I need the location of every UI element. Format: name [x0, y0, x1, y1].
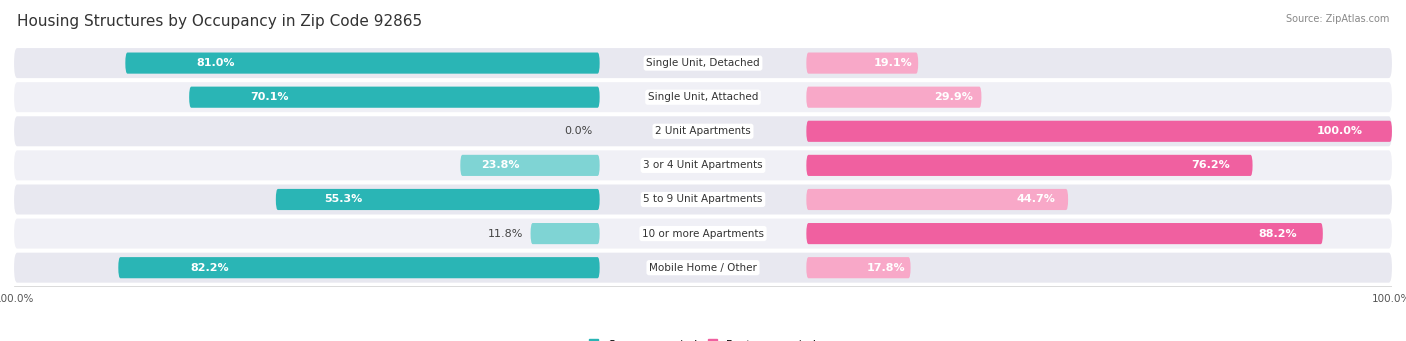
Text: 3 or 4 Unit Apartments: 3 or 4 Unit Apartments [643, 160, 763, 170]
Legend: Owner-occupied, Renter-occupied: Owner-occupied, Renter-occupied [585, 335, 821, 341]
Text: Housing Structures by Occupancy in Zip Code 92865: Housing Structures by Occupancy in Zip C… [17, 14, 422, 29]
Text: 44.7%: 44.7% [1017, 194, 1054, 205]
FancyBboxPatch shape [14, 253, 1392, 283]
FancyBboxPatch shape [460, 155, 599, 176]
FancyBboxPatch shape [807, 223, 1323, 244]
FancyBboxPatch shape [807, 87, 981, 108]
Text: 76.2%: 76.2% [1191, 160, 1230, 170]
Text: 29.9%: 29.9% [934, 92, 973, 102]
FancyBboxPatch shape [14, 82, 1392, 112]
Text: 19.1%: 19.1% [875, 58, 912, 68]
Text: 0.0%: 0.0% [565, 126, 593, 136]
FancyBboxPatch shape [807, 121, 1392, 142]
FancyBboxPatch shape [807, 189, 1069, 210]
FancyBboxPatch shape [14, 219, 1392, 249]
Text: 70.1%: 70.1% [250, 92, 290, 102]
Text: 17.8%: 17.8% [866, 263, 905, 273]
Text: 81.0%: 81.0% [197, 58, 235, 68]
FancyBboxPatch shape [190, 87, 599, 108]
Text: 23.8%: 23.8% [481, 160, 520, 170]
Text: Source: ZipAtlas.com: Source: ZipAtlas.com [1285, 14, 1389, 24]
FancyBboxPatch shape [807, 155, 1253, 176]
FancyBboxPatch shape [14, 184, 1392, 214]
Text: 2 Unit Apartments: 2 Unit Apartments [655, 126, 751, 136]
Text: 82.2%: 82.2% [190, 263, 229, 273]
Text: 100.0%: 100.0% [1316, 126, 1362, 136]
FancyBboxPatch shape [530, 223, 599, 244]
Text: Single Unit, Attached: Single Unit, Attached [648, 92, 758, 102]
FancyBboxPatch shape [14, 150, 1392, 180]
FancyBboxPatch shape [276, 189, 599, 210]
FancyBboxPatch shape [14, 116, 1392, 146]
FancyBboxPatch shape [14, 48, 1392, 78]
FancyBboxPatch shape [125, 53, 599, 74]
Text: Single Unit, Detached: Single Unit, Detached [647, 58, 759, 68]
Text: 55.3%: 55.3% [325, 194, 363, 205]
Text: 5 to 9 Unit Apartments: 5 to 9 Unit Apartments [644, 194, 762, 205]
FancyBboxPatch shape [807, 53, 918, 74]
Text: 11.8%: 11.8% [488, 228, 523, 239]
Text: 88.2%: 88.2% [1258, 228, 1296, 239]
FancyBboxPatch shape [118, 257, 599, 278]
Text: 10 or more Apartments: 10 or more Apartments [643, 228, 763, 239]
FancyBboxPatch shape [807, 257, 911, 278]
Text: Mobile Home / Other: Mobile Home / Other [650, 263, 756, 273]
